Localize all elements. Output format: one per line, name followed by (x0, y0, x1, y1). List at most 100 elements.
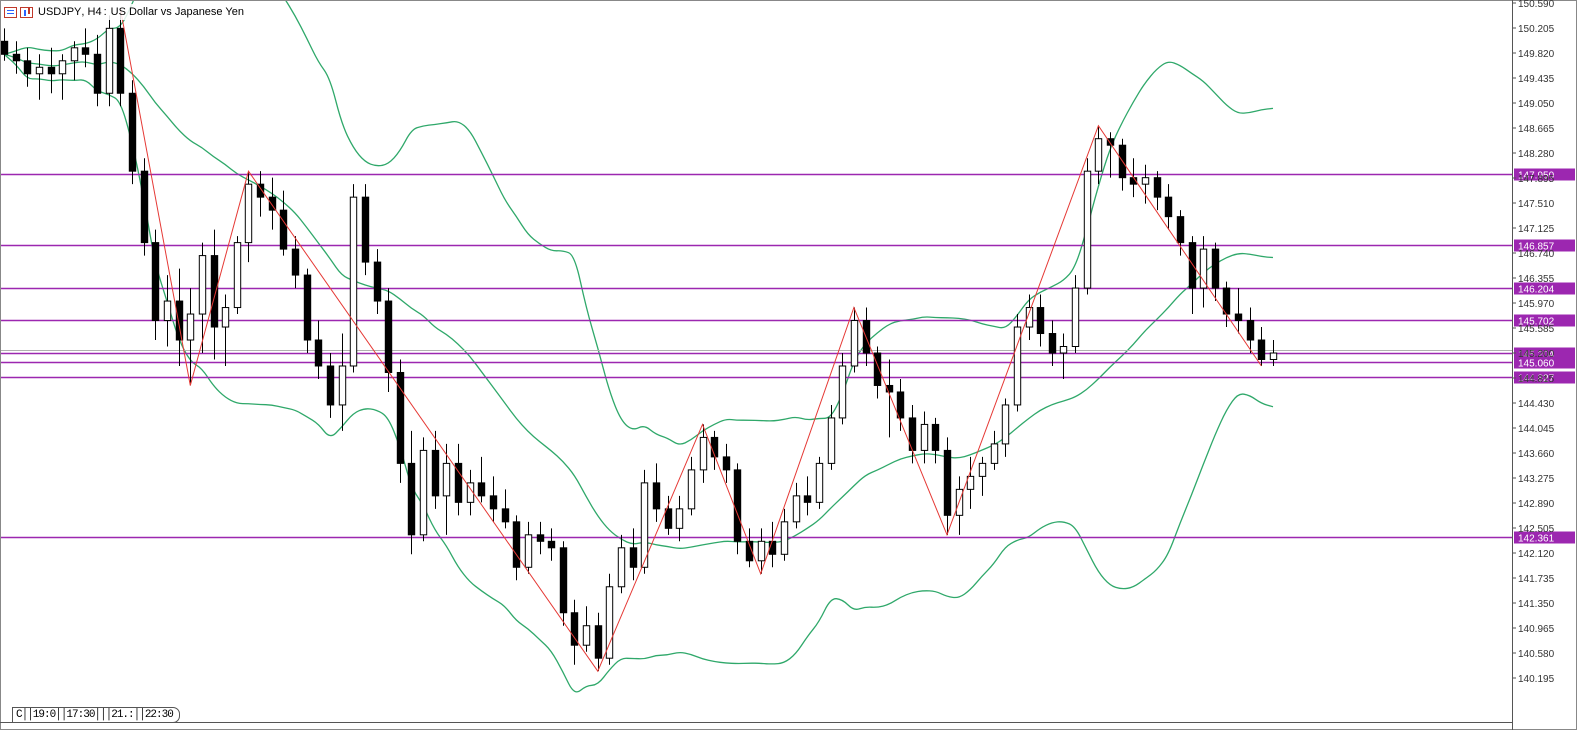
candle (547, 528, 556, 561)
level-label: 145.204 (1518, 350, 1555, 361)
candle (873, 346, 882, 399)
candle (314, 320, 323, 379)
candle-body-bear (268, 196, 277, 211)
zigzag-line (119, 8, 1262, 673)
candle-body-bull (780, 521, 789, 555)
candle (163, 275, 172, 347)
candle-body-bear (629, 547, 638, 568)
price-tick-label: 140.580 (1518, 649, 1555, 660)
candle (477, 456, 486, 503)
candle-body-bull (675, 508, 684, 529)
candle-body-bear (326, 365, 335, 406)
candle (536, 521, 545, 555)
candle (512, 515, 521, 581)
candle (349, 184, 358, 373)
candle (1234, 288, 1243, 334)
candle-body-bear (23, 60, 32, 75)
candle-body-bear (454, 462, 463, 503)
candle-body-bear (93, 53, 102, 94)
candle-body-bear (140, 170, 149, 244)
candle (990, 430, 999, 470)
price-tick-label: 144.045 (1518, 424, 1555, 435)
candle-body-bull (605, 586, 614, 659)
level-label-bg (1514, 531, 1575, 544)
price-tick-label: 149.050 (1518, 99, 1555, 110)
candle (896, 378, 905, 431)
candle (116, 8, 125, 107)
price-tick-label: 147.125 (1518, 224, 1555, 235)
candle-body-bull (198, 255, 207, 315)
candle (244, 171, 253, 263)
price-tick-label: 145.200 (1518, 349, 1555, 360)
candle-body-bear (873, 352, 882, 386)
candle (175, 268, 184, 366)
candle (47, 47, 56, 94)
candle-body-bull (221, 307, 230, 328)
candle (757, 528, 766, 574)
candle (1153, 171, 1162, 211)
level-label: 147.950 (1518, 171, 1555, 182)
candle-body-bull (419, 449, 428, 536)
price-tick-label: 149.820 (1518, 49, 1555, 60)
horizontal-levels[interactable]: 147.950 146.857 146.204 145.702 145.204145.0… (0, 168, 1575, 545)
candle-body-bull (244, 183, 253, 244)
candle-body-bull (1025, 307, 1034, 328)
candle (1013, 314, 1022, 412)
description-label: US Dollar vs Japanese Yen (110, 6, 244, 18)
price-tick-label: 147.895 (1518, 174, 1555, 185)
price-tick-label: 150.205 (1518, 24, 1555, 35)
candle-body-bear (0, 40, 9, 55)
candle (256, 171, 265, 217)
price-tick-label: 147.510 (1518, 199, 1555, 210)
candlesticks (0, 8, 1278, 672)
candle (431, 430, 440, 509)
candle (594, 612, 603, 672)
candle-body-bull (1071, 287, 1080, 348)
candle (186, 288, 195, 386)
level-label: 145.060 (1518, 359, 1555, 370)
candle-body-bull (524, 534, 533, 568)
candle-body-bull (1013, 326, 1022, 406)
candle (652, 463, 661, 522)
candle-body-bull (1059, 346, 1068, 354)
candle-body-bear (594, 625, 603, 659)
candle-body-bear (303, 274, 312, 341)
candle-body-bear (407, 462, 416, 536)
symbol-label: USDJPY (38, 6, 82, 18)
chart-icon[interactable] (20, 6, 33, 18)
candle (396, 359, 405, 483)
candle-body-bear (512, 521, 521, 568)
candle-body-bull (70, 47, 79, 62)
candle (1048, 320, 1057, 366)
candle-body-bear (570, 612, 579, 646)
candle (501, 489, 510, 529)
candle (466, 469, 475, 516)
price-tick-label: 146.740 (1518, 249, 1555, 260)
candle-body-bull (233, 242, 242, 309)
candle (1211, 242, 1220, 302)
candle-body-bear (431, 449, 440, 497)
candle-body-bull (349, 196, 358, 367)
candle-body-bear (81, 47, 90, 55)
price-tick-label: 140.965 (1518, 624, 1555, 635)
candle-body-bull (990, 443, 999, 464)
comma: , (81, 6, 88, 18)
candle (384, 288, 393, 392)
candle-body-bear (547, 540, 556, 549)
candle-body-bear (1246, 320, 1255, 341)
candle-body-bull (827, 417, 836, 464)
candle-body-bear (175, 300, 184, 341)
candle (815, 456, 824, 509)
candle-body-bear (652, 482, 661, 510)
price-tick-label: 142.505 (1518, 524, 1555, 535)
list-icon[interactable] (4, 6, 17, 18)
candle-body-bull (1269, 352, 1278, 360)
level-label: 146.204 (1518, 285, 1555, 296)
candle-body-bear (501, 508, 510, 523)
candle (1164, 184, 1173, 230)
candle-body-bear (943, 449, 952, 516)
candle-body-bear (722, 456, 731, 471)
